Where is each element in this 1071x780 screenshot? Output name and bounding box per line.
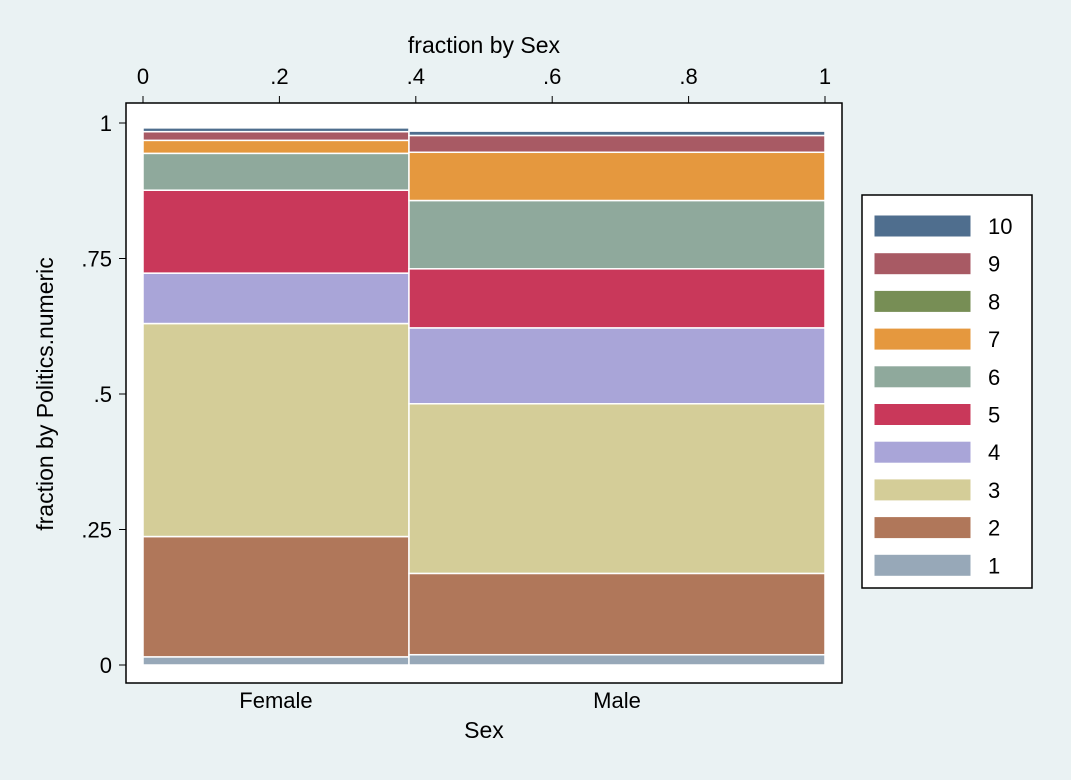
- legend-label-1: 1: [988, 553, 1000, 578]
- tile-female-10: [142, 127, 410, 133]
- legend-swatch-10: [873, 214, 972, 238]
- legend-swatch-7: [873, 327, 972, 351]
- legend-swatch-3: [873, 478, 972, 502]
- legend-label-9: 9: [988, 252, 1000, 277]
- tile-male-1: [408, 653, 826, 666]
- tile-male-7: [408, 151, 826, 202]
- top-tick-label: .8: [679, 64, 697, 89]
- tile-male-6: [408, 199, 826, 270]
- y-tick-label: .75: [81, 247, 112, 272]
- legend-label-2: 2: [988, 516, 1000, 541]
- legend-label-7: 7: [988, 327, 1000, 352]
- legend-swatch-1: [873, 553, 972, 577]
- legend-swatch-4: [873, 440, 972, 464]
- legend-label-8: 8: [988, 289, 1000, 314]
- mosaic-tiles: [142, 127, 826, 666]
- legend-swatch-5: [873, 403, 972, 426]
- legend-label-6: 6: [988, 365, 1000, 390]
- tile-female-6: [142, 152, 410, 191]
- tile-male-10: [408, 130, 826, 137]
- tile-female-4: [142, 272, 410, 325]
- tile-female-3: [142, 322, 410, 538]
- tile-female-2: [142, 535, 410, 658]
- tile-male-9: [408, 134, 826, 154]
- tile-female-1: [142, 656, 410, 666]
- y-tick-label: .5: [94, 382, 112, 407]
- top-tick-label: .6: [543, 64, 561, 89]
- category-label-female: Female: [239, 688, 312, 713]
- y-tick-label: 0: [100, 653, 112, 678]
- legend-label-5: 5: [988, 403, 1000, 428]
- y-tick-label: .25: [81, 518, 112, 543]
- left-axis: 0 .25 .5 .75 1: [81, 111, 127, 678]
- legend-swatch-8: [873, 289, 972, 313]
- legend-swatch-2: [873, 516, 972, 540]
- top-tick-label: 1: [819, 64, 831, 89]
- bottom-axis: Female Male: [239, 688, 641, 713]
- tile-male-3: [408, 403, 826, 575]
- category-label-male: Male: [593, 688, 641, 713]
- tile-female-7: [142, 139, 410, 155]
- tile-male-2: [408, 572, 826, 656]
- top-axis-title: fraction by Sex: [408, 32, 561, 58]
- legend-label-4: 4: [988, 440, 1000, 465]
- top-tick-label: .4: [407, 64, 425, 89]
- legend-swatch-9: [873, 252, 972, 276]
- tile-female-5: [142, 189, 410, 274]
- top-tick-label: .2: [270, 64, 288, 89]
- legend-label-3: 3: [988, 478, 1000, 503]
- tile-female-9: [142, 130, 410, 142]
- y-tick-label: 1: [100, 111, 112, 136]
- top-tick-label: 0: [137, 64, 149, 89]
- legend: 10 9 8 7 6 5 4 3 2 1: [861, 194, 1033, 589]
- top-axis: 0 .2 .4 .6 .8 1: [137, 64, 831, 104]
- legend-swatch-6: [873, 365, 972, 389]
- legend-label-10: 10: [988, 214, 1012, 239]
- tile-male-4: [408, 327, 826, 405]
- tile-male-5: [408, 268, 826, 329]
- y-axis-title: fraction by Politics.numeric: [32, 257, 58, 531]
- x-axis-title: Sex: [464, 717, 504, 743]
